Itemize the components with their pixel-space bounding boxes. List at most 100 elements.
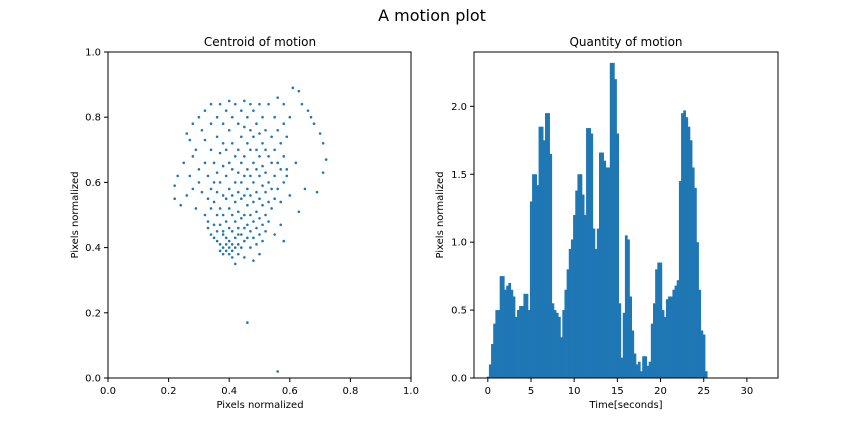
y-tick-label: 0.4: [85, 243, 101, 254]
centroid-of-motion-panel: Centroid of motion Pixels normalized Pix…: [70, 35, 419, 411]
scatter-point: [233, 246, 237, 249]
scatter-point: [230, 249, 234, 253]
scatter-point: [243, 226, 246, 230]
scatter-point: [236, 171, 240, 174]
bar: [540, 126, 544, 379]
scatter-point: [276, 96, 279, 99]
scatter-point: [258, 102, 261, 106]
scatter-point: [255, 243, 258, 246]
scatter-point: [194, 207, 198, 210]
x-tick-label: 10: [568, 386, 581, 397]
bar: [618, 303, 622, 378]
bar: [607, 167, 611, 378]
bar: [616, 133, 620, 378]
bar: [674, 285, 678, 378]
scatter-point: [258, 233, 261, 236]
bar: [646, 365, 650, 378]
scatter-point: [218, 181, 222, 184]
bar: [551, 303, 555, 378]
scatter-point: [240, 246, 243, 249]
scatter-point: [240, 181, 243, 184]
scatter-point: [321, 171, 325, 174]
scatter-point: [252, 220, 255, 223]
scatter-point: [215, 135, 219, 139]
bar: [683, 110, 686, 378]
scatter-point: [252, 135, 255, 139]
scatter-point: [209, 233, 213, 236]
scatter-point: [300, 102, 304, 106]
scatter-point: [270, 161, 273, 165]
scatter-point: [282, 155, 286, 158]
quantity-panel-title: Quantity of motion: [569, 35, 682, 49]
bar: [605, 167, 609, 378]
scatter-point: [243, 213, 246, 217]
scatter-point: [230, 230, 234, 233]
bar: [542, 140, 546, 378]
bar: [497, 310, 501, 378]
scatter-point: [227, 239, 231, 243]
scatter-point: [218, 243, 222, 246]
scatter-point: [270, 187, 273, 191]
bar: [536, 185, 540, 378]
x-tick-label: 5: [528, 386, 534, 397]
scatter-point: [261, 239, 264, 243]
centroid-x-axis-label: Pixels normalized: [216, 400, 303, 411]
scatter-point: [288, 194, 292, 197]
scatter-point: [224, 174, 228, 178]
scatter-point: [212, 223, 216, 227]
scatter-point: [215, 115, 219, 119]
bar: [534, 174, 537, 378]
scatter-point: [221, 194, 225, 197]
scatter-point: [209, 187, 213, 191]
x-tick-label: 0.2: [161, 386, 177, 397]
scatter-point: [246, 187, 249, 191]
bar: [521, 306, 525, 378]
scatter-point: [218, 102, 222, 106]
scatter-point: [246, 168, 249, 171]
scatter-point: [258, 155, 261, 158]
scatter-point: [236, 148, 240, 152]
scatter-point: [312, 122, 316, 126]
bar: [652, 303, 656, 378]
scatter-point: [255, 168, 258, 171]
bar: [577, 174, 581, 378]
scatter-point: [249, 213, 252, 217]
bar: [566, 269, 570, 378]
bar: [553, 310, 557, 378]
scatter-point: [203, 109, 207, 112]
bar: [573, 215, 576, 378]
scatter-point: [267, 181, 270, 184]
y-tick-label: 1.0: [451, 238, 467, 249]
y-tick-label: 1.5: [451, 170, 467, 181]
scatter-point: [291, 86, 295, 90]
bar: [501, 276, 505, 379]
bar: [663, 316, 667, 379]
scatter-point: [267, 220, 270, 223]
x-tick-label: 0.0: [100, 386, 116, 397]
bar: [672, 289, 676, 378]
bar: [575, 190, 579, 378]
bar: [523, 293, 527, 378]
scatter-point: [267, 200, 270, 204]
scatter-point: [246, 141, 249, 145]
x-tick-label: 30: [741, 386, 754, 397]
bar: [648, 361, 652, 378]
scatter-point: [243, 194, 246, 197]
bar: [704, 371, 708, 378]
scatter-point: [276, 187, 279, 191]
scatter-point: [282, 122, 286, 126]
bar: [508, 282, 512, 378]
scatter-point: [279, 141, 283, 145]
scatter-point: [203, 213, 207, 217]
scatter-point: [255, 190, 258, 194]
bar: [579, 174, 583, 378]
scatter-point: [233, 181, 237, 184]
bar: [588, 128, 591, 378]
scatter-point: [252, 181, 255, 184]
scatter-point: [209, 148, 213, 152]
bar: [506, 285, 509, 378]
bar: [627, 239, 630, 378]
bar: [599, 152, 602, 378]
y-tick-label: 2.0: [451, 102, 467, 113]
scatter-point: [255, 226, 258, 230]
